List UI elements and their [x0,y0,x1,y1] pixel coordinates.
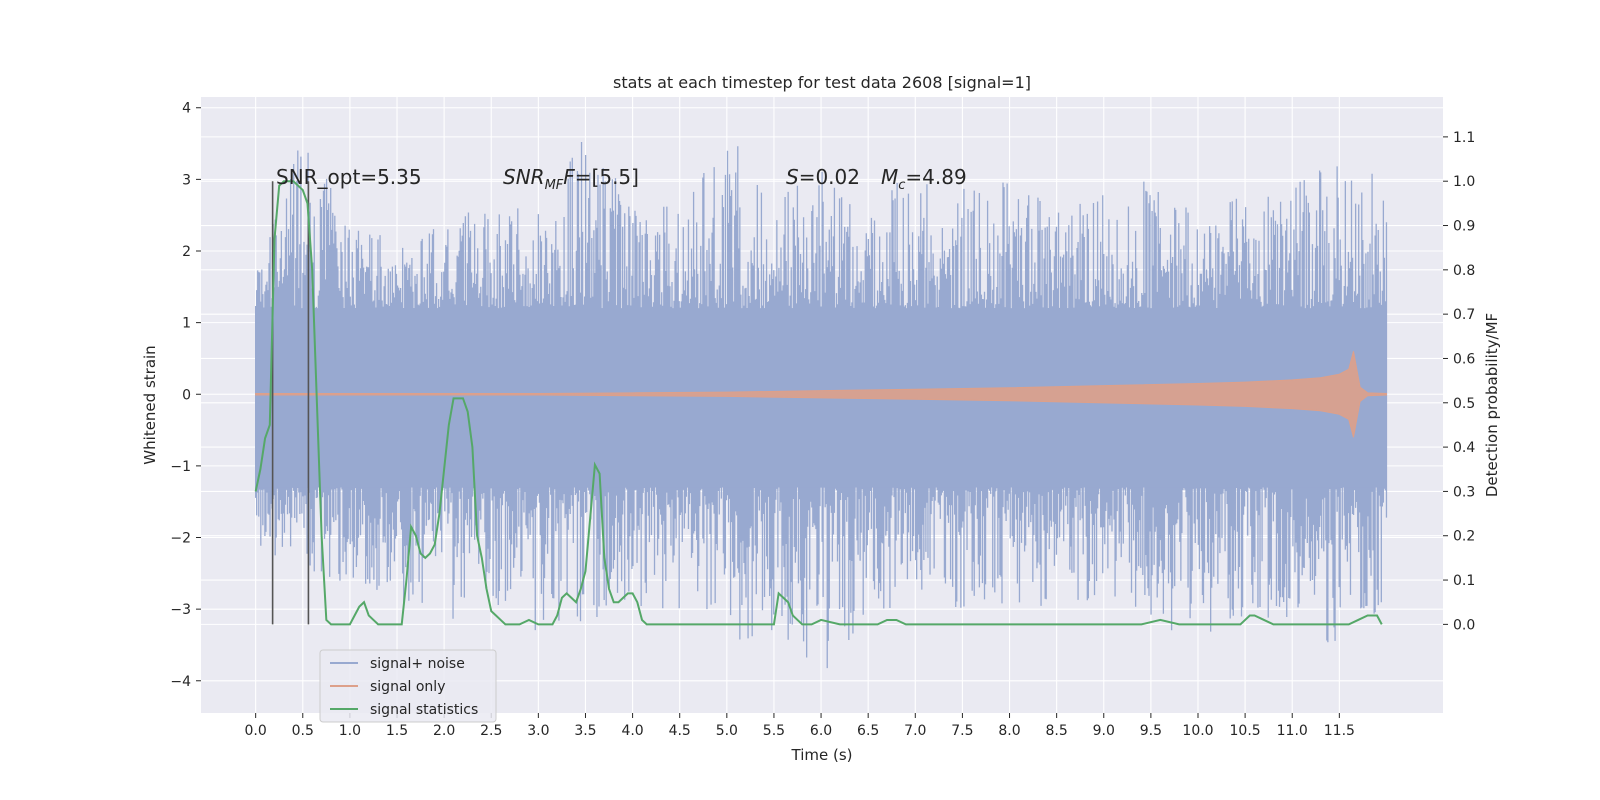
y-tick-label-right: 0.1 [1453,573,1475,589]
x-tick-label: 0.0 [245,723,267,739]
y-tick-label-left: 1 [182,316,191,332]
marker-lines [271,181,310,625]
annotation-s: S=0.02 [786,165,860,189]
annotation-mc: Mc=4.89 [881,165,967,193]
y-tick-label-right: 1.1 [1453,130,1475,146]
x-tick-label: 10.5 [1230,723,1261,739]
annotation-snr-mf-sub: MF [545,178,564,193]
chart-title: stats at each timestep for test data 260… [613,73,1031,92]
legend-item-signal-statistics: signal statistics [370,702,478,718]
x-tick-label: 7.0 [904,723,926,739]
statistics-line [254,180,1383,626]
series-signal-only [255,351,1387,438]
y-tick-label-left: 3 [182,172,191,188]
y-tick-label-left: 2 [182,244,191,260]
y-tick-label-right: 0.3 [1453,484,1475,500]
x-tick-label: 8.0 [998,723,1020,739]
x-tick-label: 5.0 [716,723,738,739]
y-tick-label-right: 0.2 [1453,529,1475,545]
x-tick-label: 3.0 [527,723,549,739]
legend: signal+ noise signal only signal statist… [319,649,497,723]
y-axis-label-left: Whitened strain [141,345,159,464]
x-tick-label: 6.5 [857,723,879,739]
y-tick-label-left: −1 [170,459,191,475]
x-tick-label: 4.0 [621,723,643,739]
legend-item-signal-only: signal only [370,679,445,695]
y-tick-label-right: 0.5 [1453,396,1475,412]
annotation-snr-mf-main: SNR [503,165,545,189]
y-tick-label-left: 0 [182,387,191,403]
annotation-snr-mf: SNRMFF=[5.5] [503,165,639,193]
axis-ticks: 0.0 0.5 1.0 1.5 2.0 2.5 3.0 3.5 4.0 4.5 5.0 5.5 6.0 6… [170,101,1475,739]
x-tick-label: 1.5 [386,723,408,739]
x-tick-label: 3.5 [574,723,596,739]
x-tick-label: 1.0 [339,723,361,739]
x-tick-label: 0.5 [292,723,314,739]
y-tick-label-right: 0.6 [1453,351,1475,367]
y-tick-label-left: −2 [170,531,191,547]
y-tick-label-left: 4 [182,101,191,117]
x-tick-label: 11.5 [1324,723,1355,739]
annotation-snr-opt: SNR_opt=5.35 [276,165,422,189]
x-axis-label: Time (s) [791,746,853,764]
y-tick-label-right: 1.0 [1453,174,1475,190]
signal-chirp [255,351,1387,438]
x-tick-label: 9.0 [1093,723,1115,739]
y-tick-label-right: 0.8 [1453,263,1475,279]
x-tick-label: 6.0 [810,723,832,739]
y-tick-label-right: 0.0 [1453,617,1475,633]
y-axis-label-right: Detection probability/MF [1483,313,1501,497]
y-tick-label-left: −4 [170,674,191,690]
series-signal-statistics [254,180,1383,626]
y-tick-label-left: −3 [170,602,191,618]
y-tick-label-right: 0.9 [1453,219,1475,235]
legend-item-signal-noise: signal+ noise [370,656,465,672]
y-tick-label-right: 0.4 [1453,440,1475,456]
x-tick-label: 8.5 [1046,723,1068,739]
annotation-snr-mf-value: =[5.5] [575,165,639,189]
x-tick-label: 7.5 [951,723,973,739]
x-tick-label: 5.5 [763,723,785,739]
x-tick-label: 11.0 [1277,723,1308,739]
y-tick-label-right: 0.7 [1453,307,1475,323]
x-tick-label: 10.0 [1182,723,1213,739]
x-tick-label: 9.5 [1140,723,1162,739]
x-tick-label: 2.5 [480,723,502,739]
x-tick-label: 2.0 [433,723,455,739]
x-tick-label: 4.5 [669,723,691,739]
